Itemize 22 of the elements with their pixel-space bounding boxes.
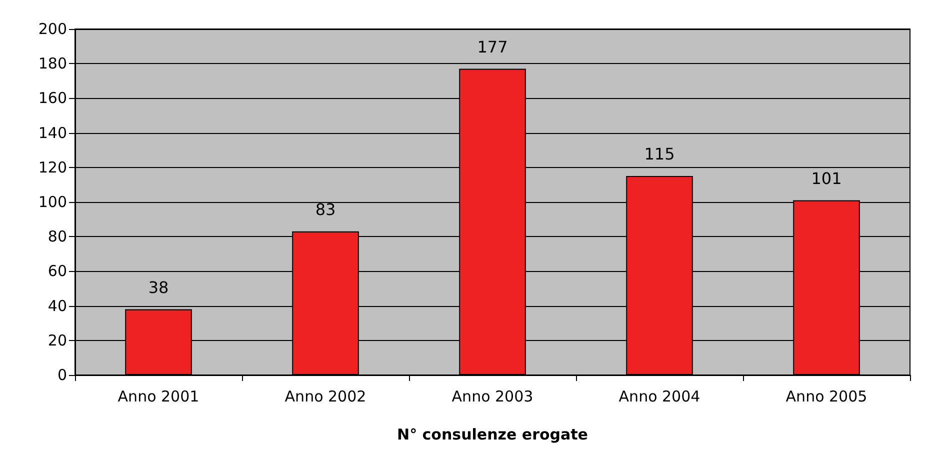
y-tick-label: 40	[48, 296, 67, 315]
x-axis-title: N° consulenze erogate	[397, 426, 588, 444]
x-tick-label: Anno 2004	[618, 388, 700, 406]
y-tick-label: 180	[38, 54, 67, 73]
x-tick-label: Anno 2005	[786, 388, 868, 406]
x-tick-label: Anno 2003	[452, 388, 534, 406]
data-label: 38	[148, 278, 169, 297]
data-label: 83	[315, 200, 336, 219]
data-label: 101	[811, 168, 842, 188]
y-tick-label: 140	[38, 124, 67, 142]
y-tick-label: 160	[38, 89, 67, 108]
y-tick-label: 0	[57, 366, 67, 384]
y-tick-label: 120	[38, 158, 67, 176]
y-tick-label: 80	[48, 228, 67, 246]
data-label: 177	[477, 37, 508, 56]
x-tick-label: Anno 2002	[284, 388, 366, 406]
data-label: 115	[644, 144, 675, 164]
x-tick-label: Anno 2001	[118, 388, 200, 406]
y-tick-label: 60	[48, 262, 67, 280]
y-tick-label: 200	[38, 20, 67, 38]
y-tick-label: 100	[38, 193, 67, 211]
y-tick-label: 20	[48, 331, 67, 350]
